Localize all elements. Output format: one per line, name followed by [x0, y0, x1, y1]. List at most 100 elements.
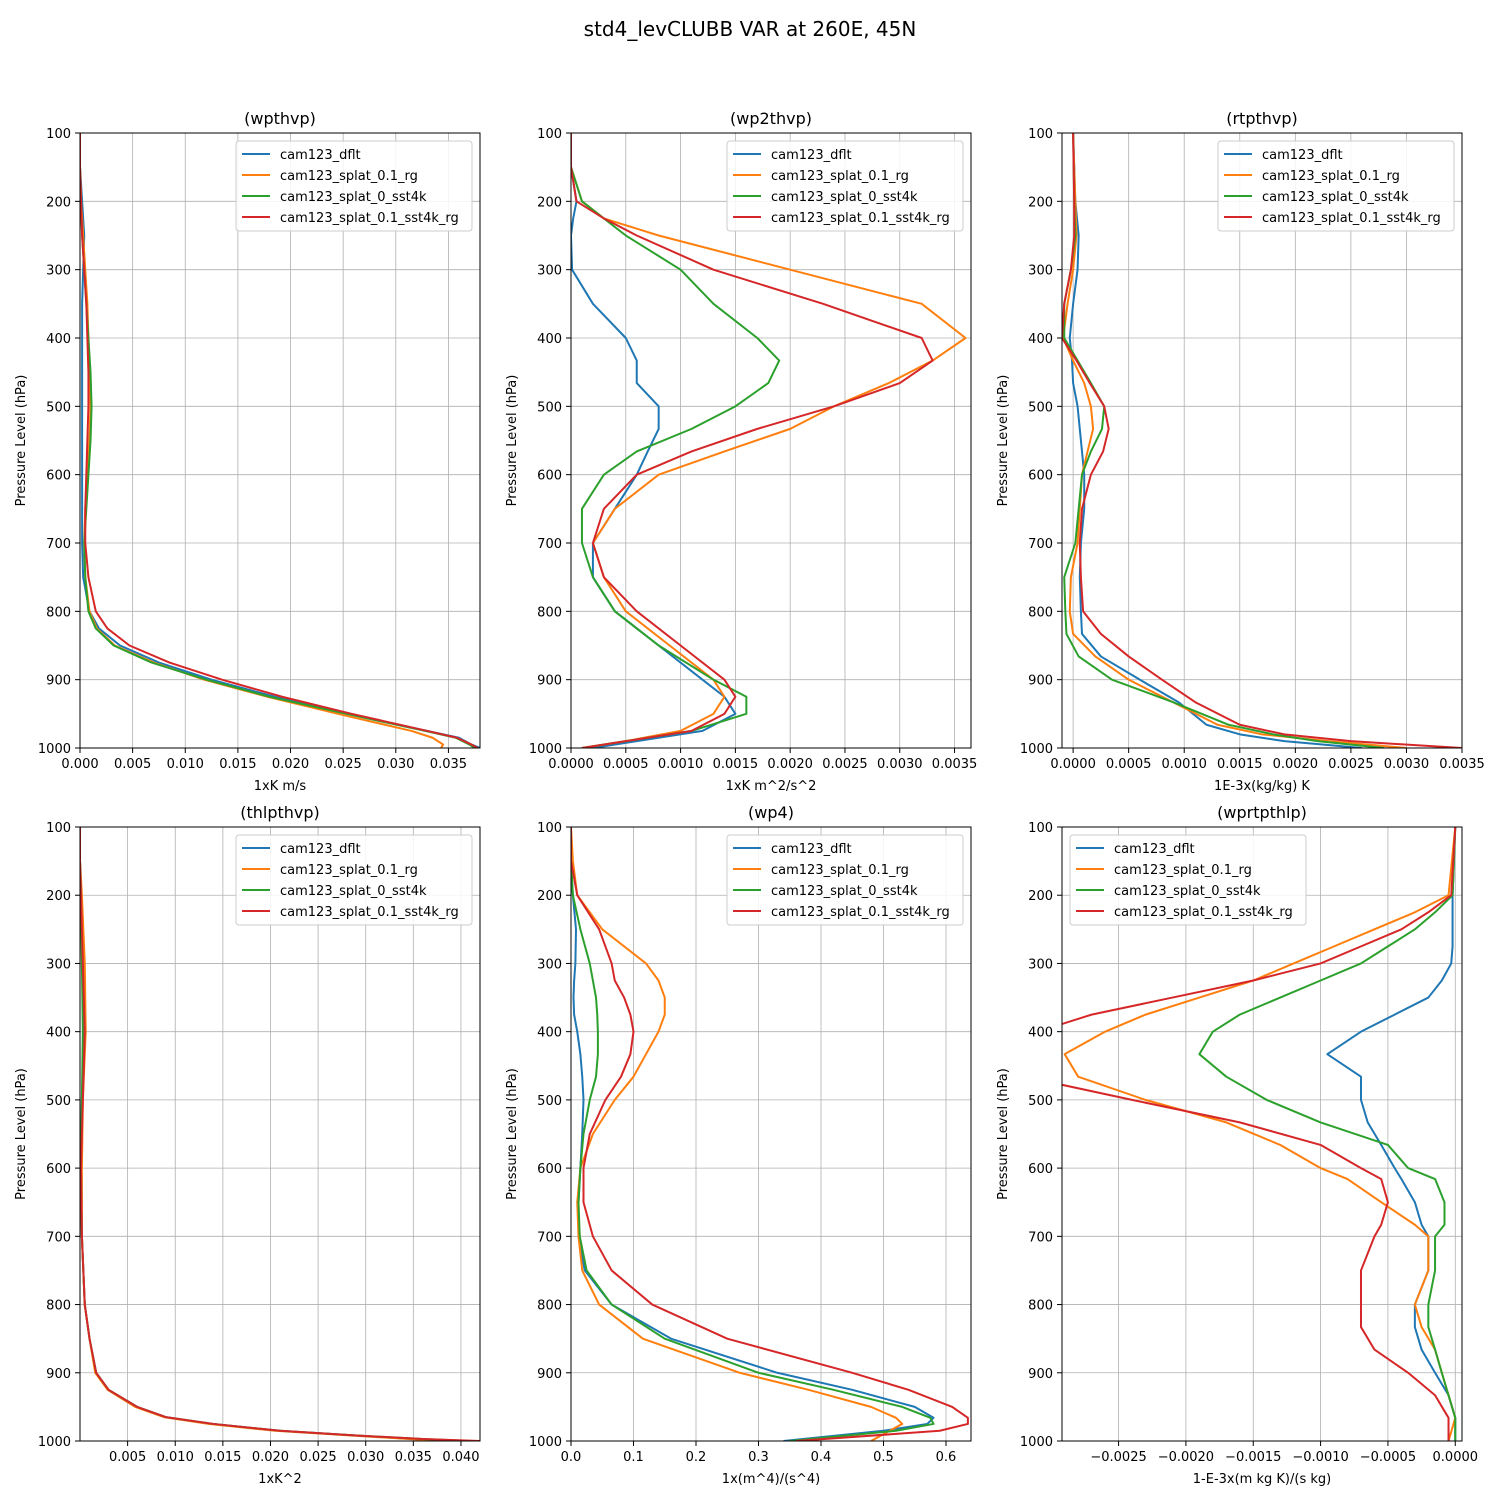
x-tick-label: 0.005 — [109, 1450, 146, 1465]
y-tick-label: 200 — [1028, 889, 1053, 904]
axes-frame — [570, 132, 972, 749]
legend-label: cam123_splat_0_sst4k — [771, 884, 918, 899]
y-tick-label: 300 — [46, 957, 71, 972]
x-axis-ticks: 0.0000 0.0005 0.0010 0.0015 0.0020 0.0025 0.00… — [548, 748, 977, 772]
axes-frame — [79, 132, 481, 749]
x-tick-label: 0.025 — [299, 1450, 336, 1465]
x-tick-label: 0.5 — [873, 1450, 894, 1465]
x-tick-label: 0.0035 — [932, 757, 978, 772]
series-line-cam123_splat_0.1_sst4k_rg — [80, 827, 480, 1441]
subplot-title: (wprtpthlp) — [1217, 803, 1307, 822]
y-tick-label: 700 — [46, 1230, 71, 1245]
x-tick-label: 0.0000 — [548, 757, 594, 772]
x-tick-label: 0.035 — [395, 1450, 432, 1465]
series-line-cam123_splat_0.1_rg — [1063, 827, 1457, 1441]
x-tick-label: −0.0020 — [1158, 1450, 1214, 1465]
y-tick-label: 1000 — [38, 1435, 71, 1450]
legend-label: cam123_splat_0_sst4k — [1262, 190, 1409, 205]
x-tick-label: −0.0010 — [1292, 1450, 1348, 1465]
y-tick-label: 300 — [537, 957, 562, 972]
y-tick-label: 700 — [537, 1230, 562, 1245]
series-lines — [80, 827, 480, 1441]
x-tick-label: 0.000 — [61, 757, 98, 772]
y-tick-label: 500 — [537, 1094, 562, 1109]
x-tick-label: 0.0010 — [1161, 757, 1207, 772]
legend-box — [726, 140, 964, 232]
series-line-cam123_splat_0_sst4k — [1198, 827, 1457, 1441]
legend-box — [726, 834, 964, 926]
y-tick-label: 800 — [1028, 605, 1053, 620]
x-axis-ticks: 0.0000 0.0005 0.0010 0.0015 0.0020 0.0025 0.00… — [1050, 748, 1485, 772]
y-tick-label: 700 — [1028, 537, 1053, 552]
y-tick-label: 600 — [537, 1162, 562, 1177]
y-tick-label: 500 — [537, 400, 562, 415]
x-tick-label: 0.0015 — [1217, 757, 1263, 772]
x-tick-label: 0.0000 — [1433, 1450, 1479, 1465]
y-tick-label: 1000 — [1020, 742, 1053, 757]
y-tick-label: 900 — [537, 1367, 562, 1382]
x-tick-label: 0.0015 — [713, 757, 759, 772]
y-tick-label: 900 — [46, 1367, 71, 1382]
y-tick-label: 300 — [1028, 957, 1053, 972]
x-axis-label: 1xK m^2/s^2 — [726, 779, 817, 794]
y-tick-label: 200 — [537, 889, 562, 904]
x-tick-label: 0.010 — [157, 1450, 194, 1465]
x-tick-label: 0.0035 — [1439, 757, 1485, 772]
x-tick-label: 0.1 — [623, 1450, 644, 1465]
series-lines — [1062, 133, 1462, 748]
x-tick-label: 0.040 — [442, 1450, 479, 1465]
subplot-title: (thlpthvp) — [240, 803, 320, 822]
y-tick-label: 800 — [46, 605, 71, 620]
x-tick-label: 0.0020 — [767, 757, 813, 772]
legend-label: cam123_splat_0.1_rg — [771, 863, 909, 878]
x-tick-label: −0.0015 — [1225, 1450, 1281, 1465]
y-axis-ticks: 100 200 300 400 500 600 700 800 900 1000 — [38, 821, 80, 1450]
y-tick-label: 600 — [1028, 1162, 1053, 1177]
x-tick-label: 0.010 — [167, 757, 204, 772]
subplot-grid: 0.000 0.005 0.010 0.015 0.020 0.025 0.030 0.035… — [14, 109, 1485, 1487]
y-tick-label: 1000 — [38, 742, 71, 757]
x-axis-ticks: 0.0 0.1 0.2 0.3 0.4 0.5 0.6 — [561, 1441, 956, 1465]
legend-box — [235, 834, 473, 926]
series-line-cam123_splat_0.1_sst4k_rg — [571, 133, 934, 748]
series-line-cam123_dflt — [1326, 827, 1457, 1441]
series-line-cam123_splat_0_sst4k — [571, 827, 935, 1441]
legend-label: cam123_splat_0_sst4k — [1114, 884, 1261, 899]
y-tick-label: 600 — [46, 469, 71, 484]
y-tick-label: 600 — [537, 469, 562, 484]
y-tick-label: 1000 — [529, 1435, 562, 1450]
y-tick-label: 300 — [537, 264, 562, 279]
x-tick-label: −0.0005 — [1360, 1450, 1416, 1465]
legend-label: cam123_splat_0.1_rg — [1114, 863, 1252, 878]
y-tick-label: 100 — [537, 821, 562, 836]
x-tick-label: 0.4 — [811, 1450, 832, 1465]
legend: cam123_dflt cam123_splat_0.1_rg cam123_spl… — [726, 140, 964, 232]
y-tick-label: 600 — [46, 1162, 71, 1177]
y-tick-label: 500 — [46, 1094, 71, 1109]
legend-label: cam123_dflt — [1262, 148, 1343, 163]
x-tick-label: 0.0030 — [1384, 757, 1430, 772]
subplot-title: (wp2thvp) — [730, 109, 812, 128]
y-tick-label: 400 — [46, 332, 71, 347]
y-axis-label: Pressure Level (hPa) — [14, 1068, 29, 1200]
y-tick-label: 200 — [46, 889, 71, 904]
x-tick-label: 0.020 — [252, 1450, 289, 1465]
legend-label: cam123_splat_0.1_sst4k_rg — [1262, 211, 1441, 226]
y-tick-label: 100 — [537, 127, 562, 142]
x-tick-label: 0.020 — [272, 757, 309, 772]
y-tick-label: 100 — [1028, 127, 1053, 142]
y-tick-label: 900 — [1028, 674, 1053, 689]
y-tick-label: 600 — [1028, 469, 1053, 484]
y-tick-label: 800 — [46, 1299, 71, 1314]
x-tick-label: 0.025 — [325, 757, 362, 772]
x-axis-label: 1x(m^4)/(s^4) — [722, 1472, 820, 1487]
y-tick-label: 300 — [1028, 264, 1053, 279]
y-tick-label: 500 — [1028, 400, 1053, 415]
legend: cam123_dflt cam123_splat_0.1_rg cam123_spl… — [726, 834, 964, 926]
legend: cam123_dflt cam123_splat_0.1_rg cam123_spl… — [235, 140, 473, 232]
y-axis-label: Pressure Level (hPa) — [505, 1068, 520, 1200]
series-line-cam123_splat_0.1_rg — [571, 133, 967, 748]
y-tick-label: 200 — [537, 195, 562, 210]
x-tick-label: 0.0010 — [658, 757, 704, 772]
